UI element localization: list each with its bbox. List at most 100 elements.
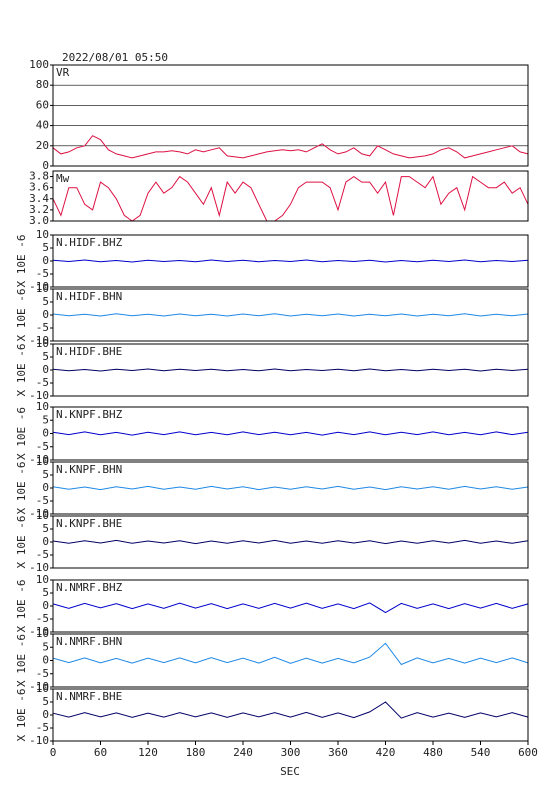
y-axis-label: X 10E -6 [15, 344, 28, 397]
y-tick-label: 10 [36, 627, 49, 640]
data-line [52, 701, 529, 719]
y-tick-label: 5 [42, 241, 49, 254]
data-line [52, 431, 529, 436]
y-tick-label: 5 [42, 413, 49, 426]
x-tick-label: 360 [328, 746, 348, 759]
y-tick-label: 0 [42, 481, 49, 494]
panel-frame [52, 633, 529, 688]
y-tick-label: 0 [42, 308, 49, 321]
y-tick-label: 100 [29, 58, 49, 71]
y-tick-label: 5 [42, 350, 49, 363]
y-tick-label: 10 [36, 682, 49, 695]
y-tick-label: 5 [42, 295, 49, 308]
y-tick-label: 10 [36, 337, 49, 350]
data-line [52, 539, 529, 545]
panel-frame [52, 579, 529, 633]
data-line [52, 259, 529, 263]
y-tick-label: 0 [42, 159, 49, 172]
panel-label: N.KNPF.BHN [56, 463, 122, 476]
y-tick-label: -10 [29, 561, 49, 574]
x-tick-label: 240 [233, 746, 253, 759]
x-tick-label: 420 [376, 746, 396, 759]
y-tick-label: -10 [29, 280, 49, 293]
y-tick-label: 10 [36, 573, 49, 586]
y-tick-label: 3.8 [29, 170, 49, 183]
panel-label: N.KNPF.BHE [56, 517, 122, 530]
y-tick-label: 0 [42, 654, 49, 667]
y-tick-label: 5 [42, 586, 49, 599]
data-line [52, 135, 529, 159]
y-axis-label: X 10E -6 [15, 289, 28, 342]
y-tick-label: -5 [36, 267, 49, 280]
data-line [52, 602, 529, 614]
panel-label: N.HIDF.BHZ [56, 236, 123, 249]
y-tick-label: -10 [29, 734, 49, 747]
y-axis-label: X 10E -6 [15, 462, 28, 515]
x-tick-label: 300 [281, 746, 301, 759]
panel-label: N.HIDF.BHN [56, 290, 122, 303]
data-line [52, 485, 529, 491]
y-tick-label: -5 [36, 612, 49, 625]
x-tick-label: 0 [50, 746, 57, 759]
y-tick-label: 0 [42, 363, 49, 376]
x-tick-label: 60 [94, 746, 107, 759]
y-tick-label: 10 [36, 509, 49, 522]
y-tick-label: 5 [42, 695, 49, 708]
panel-label: N.NMRF.BHZ [56, 581, 123, 594]
panel-label: Mw [56, 172, 70, 185]
panel-frame [52, 461, 529, 515]
y-tick-label: 10 [36, 455, 49, 468]
y-tick-label: -10 [29, 389, 49, 402]
x-axis-label: SEC [280, 765, 300, 778]
y-tick-label: -5 [36, 721, 49, 734]
data-line [52, 368, 529, 372]
panel-frame [52, 515, 529, 569]
panel-frame [52, 234, 529, 288]
panel-frame [52, 406, 529, 461]
x-tick-label: 600 [518, 746, 538, 759]
x-tick-label: 540 [471, 746, 491, 759]
y-tick-label: 0 [42, 535, 49, 548]
y-tick-label: 80 [36, 78, 49, 91]
x-tick-label: 180 [186, 746, 206, 759]
y-tick-label: 10 [36, 282, 49, 295]
panel-frame [52, 64, 529, 167]
data-line [52, 175, 529, 222]
y-tick-label: -10 [29, 625, 49, 638]
panel-label: N.NMRF.BHN [56, 635, 122, 648]
y-tick-label: 0 [42, 708, 49, 721]
y-tick-label: 3.4 [29, 192, 49, 205]
y-axis-label: X 10E -6 [15, 689, 28, 742]
y-tick-label: 10 [36, 400, 49, 413]
y-axis-label: X 10E -6 [15, 407, 28, 460]
panel-frame [52, 288, 529, 342]
y-tick-label: 3.0 [29, 214, 49, 227]
y-tick-label: 5 [42, 640, 49, 653]
y-tick-label: -5 [36, 440, 49, 453]
y-tick-label: 3.6 [29, 181, 49, 194]
y-tick-label: 5 [42, 522, 49, 535]
panel-label: VR [56, 66, 70, 79]
y-tick-label: -10 [29, 334, 49, 347]
y-axis-label: X 10E -6 [15, 580, 28, 633]
y-tick-label: 0 [42, 427, 49, 440]
y-tick-label: 3.2 [29, 203, 49, 216]
y-axis-label: X 10E -6 [15, 634, 28, 687]
panel-label: N.HIDF.BHE [56, 345, 122, 358]
x-tick-label: 480 [423, 746, 443, 759]
panel-frame [52, 170, 529, 222]
y-tick-label: 10 [36, 228, 49, 241]
y-axis-label: X 10E -6 [15, 516, 28, 569]
chart-title: 2022/08/01 05:50 [62, 51, 168, 64]
x-tick-label: 120 [138, 746, 158, 759]
y-tick-label: -5 [36, 494, 49, 507]
y-tick-label: 0 [42, 599, 49, 612]
y-tick-label: -5 [36, 321, 49, 334]
y-tick-label: 40 [36, 119, 49, 132]
panel-label: N.NMRF.BHE [56, 690, 122, 703]
y-tick-label: -5 [36, 548, 49, 561]
y-tick-label: -10 [29, 507, 49, 520]
y-tick-label: 20 [36, 139, 49, 152]
data-line [52, 313, 529, 317]
